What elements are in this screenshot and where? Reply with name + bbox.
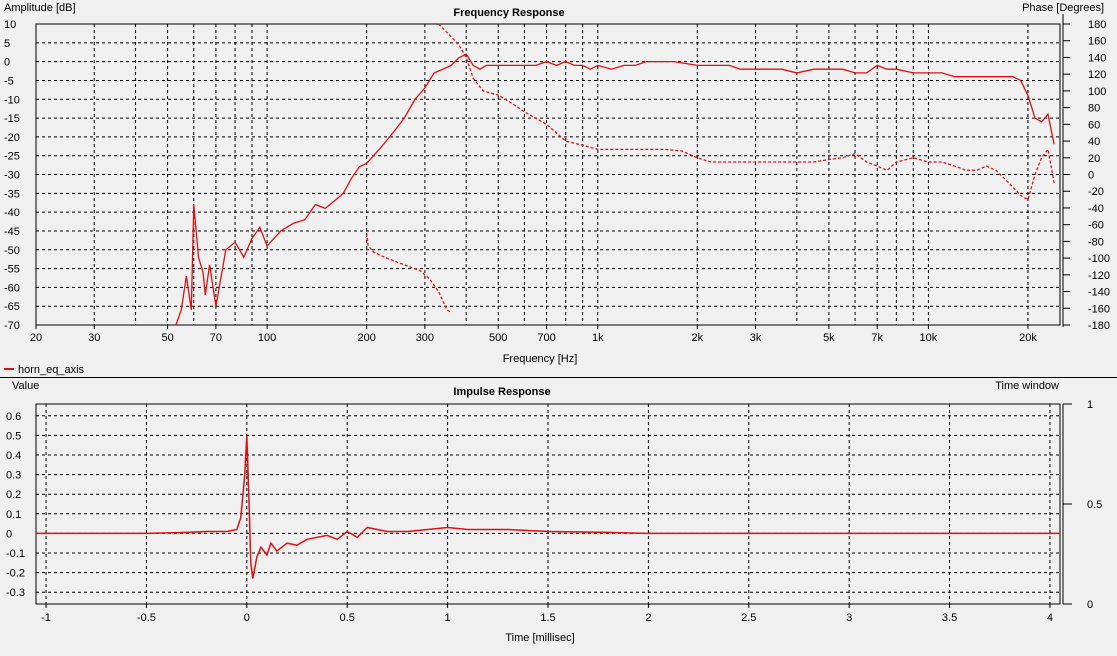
fr-y-tick-label: 0 bbox=[4, 57, 10, 69]
fr-y-tick-label: -20 bbox=[4, 132, 20, 144]
ir-y-tick-label: -0.1 bbox=[6, 548, 25, 560]
phase-tick-label: -140 bbox=[1088, 287, 1110, 299]
time-window-tick-label: 0.5 bbox=[1087, 499, 1102, 511]
fr-x-tick-label: 2k bbox=[691, 332, 703, 344]
fr-x-tick-label: 1k bbox=[592, 332, 604, 344]
fr-x-tick-label: 7k bbox=[871, 332, 883, 344]
ir-y-tick-label: 0.5 bbox=[6, 430, 21, 442]
phase-tick-label: -100 bbox=[1088, 253, 1110, 265]
fr-y-tick-label: -55 bbox=[4, 264, 20, 276]
fr-x-tick-label: 3k bbox=[750, 332, 762, 344]
phase-tick-label: 160 bbox=[1088, 36, 1106, 48]
magnitude-series-line bbox=[175, 53, 1055, 326]
ir-x-tick-label: 3.5 bbox=[942, 612, 957, 624]
ir-x-tick-label: 0 bbox=[244, 612, 250, 624]
ir-y-tick-label: 0.2 bbox=[6, 489, 21, 501]
ir-y-tick-label: -0.2 bbox=[6, 568, 25, 580]
ir-x-tick-label: 0.5 bbox=[340, 612, 355, 624]
phase-tick-label: -20 bbox=[1088, 186, 1104, 198]
time-window-tick-label: 0 bbox=[1087, 599, 1093, 611]
fr-y-tick-label: -70 bbox=[4, 320, 20, 332]
fr-x-tick-label: 20k bbox=[1019, 332, 1037, 344]
fr-x-tick-label: 700 bbox=[537, 332, 555, 344]
phase-tick-label: -120 bbox=[1088, 270, 1110, 282]
fr-y-tick-label: -15 bbox=[4, 113, 20, 125]
fr-y-tick-label: -10 bbox=[4, 94, 20, 106]
fr-x-tick-label: 50 bbox=[161, 332, 173, 344]
fr-x-tick-label: 200 bbox=[357, 332, 375, 344]
phase-tick-label: 0 bbox=[1088, 170, 1094, 182]
phase-tick-label: -40 bbox=[1088, 203, 1104, 215]
ir-x-tick-label: 4 bbox=[1047, 612, 1053, 624]
phase-tick-label: 60 bbox=[1088, 119, 1100, 131]
time-window-tick-label: 1 bbox=[1087, 399, 1093, 411]
phase-tick-label: 20 bbox=[1088, 153, 1100, 165]
ir-y-tick-label: 0.3 bbox=[6, 470, 21, 482]
fr-x-tick-label: 30 bbox=[88, 332, 100, 344]
impulse-series-line bbox=[36, 435, 1060, 579]
impulse-response-title: Impulse Response bbox=[453, 386, 550, 398]
fr-x-tick-label: 100 bbox=[258, 332, 276, 344]
time-window-axis-label: Time window bbox=[995, 380, 1059, 392]
frequency-axis-label: Frequency [Hz] bbox=[503, 353, 578, 365]
ir-x-tick-label: -1 bbox=[41, 612, 51, 624]
ir-y-tick-label: 0.1 bbox=[6, 509, 21, 521]
fr-y-tick-label: 10 bbox=[4, 19, 16, 31]
phase-tick-label: 180 bbox=[1088, 19, 1106, 31]
legend-entry-horn-eq-axis: horn_eq_axis bbox=[18, 364, 85, 376]
ir-x-tick-label: 3 bbox=[846, 612, 852, 624]
fr-plot-frame bbox=[35, 23, 1061, 326]
fr-x-tick-label: 20 bbox=[30, 332, 42, 344]
ir-x-tick-label: 2.5 bbox=[741, 612, 756, 624]
phase-tick-label: -80 bbox=[1088, 236, 1104, 248]
fr-x-tick-label: 500 bbox=[489, 332, 507, 344]
fr-y-tick-label: -50 bbox=[4, 245, 20, 257]
phase-series-line bbox=[366, 232, 452, 314]
phase-tick-label: 120 bbox=[1088, 69, 1106, 81]
phase-tick-label: 80 bbox=[1088, 103, 1100, 115]
ir-x-tick-label: 1.5 bbox=[540, 612, 555, 624]
phase-tick-label: -160 bbox=[1088, 303, 1110, 315]
ir-y-tick-label: 0.6 bbox=[6, 411, 21, 423]
fr-x-tick-label: 10k bbox=[920, 332, 938, 344]
fr-y-tick-label: -65 bbox=[4, 301, 20, 313]
plot-layer: 1050-5-10-15-20-25-30-35-40-45-50-55-60-… bbox=[4, 14, 1110, 624]
amplitude-axis-label: Amplitude [dB] bbox=[4, 2, 76, 14]
phase-series-line bbox=[438, 23, 1055, 201]
ir-y-tick-label: 0 bbox=[6, 528, 12, 540]
ir-x-tick-label: 2 bbox=[645, 612, 651, 624]
frequency-response-title: Frequency Response bbox=[453, 7, 564, 19]
fr-y-tick-label: -60 bbox=[4, 282, 20, 294]
phase-tick-label: 40 bbox=[1088, 136, 1100, 148]
fr-y-tick-label: -25 bbox=[4, 151, 20, 163]
fr-y-tick-label: -30 bbox=[4, 170, 20, 182]
phase-axis-label: Phase [Degrees] bbox=[1022, 2, 1104, 14]
time-axis-label: Time [millisec] bbox=[505, 632, 574, 644]
phase-tick-label: -180 bbox=[1088, 320, 1110, 332]
ir-x-tick-label: -0.5 bbox=[137, 612, 156, 624]
fr-x-tick-label: 5k bbox=[823, 332, 835, 344]
value-axis-label: Value bbox=[12, 380, 39, 392]
fr-x-tick-label: 70 bbox=[210, 332, 222, 344]
fr-y-tick-label: -45 bbox=[4, 226, 20, 238]
fr-x-tick-label: 300 bbox=[416, 332, 434, 344]
phase-tick-label: -60 bbox=[1088, 220, 1104, 232]
ir-plot-frame bbox=[35, 403, 1061, 605]
fr-y-tick-label: -5 bbox=[4, 75, 14, 87]
fr-y-tick-label: -40 bbox=[4, 207, 20, 219]
phase-tick-label: 140 bbox=[1088, 52, 1106, 64]
fr-y-tick-label: 5 bbox=[4, 38, 10, 50]
fr-y-tick-label: -35 bbox=[4, 188, 20, 200]
ir-x-tick-label: 1 bbox=[445, 612, 451, 624]
phase-tick-label: 100 bbox=[1088, 86, 1106, 98]
ir-y-tick-label: 0.4 bbox=[6, 450, 21, 462]
ir-y-tick-label: -0.3 bbox=[6, 587, 25, 599]
